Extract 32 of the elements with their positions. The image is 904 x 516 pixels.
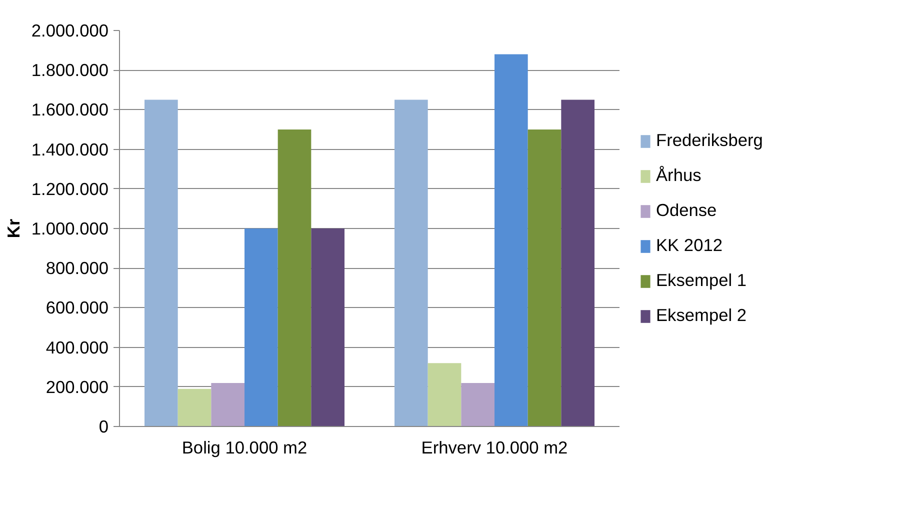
y-axis-title: Kr — [3, 218, 24, 238]
y-tick-label: 0 — [98, 416, 109, 436]
bar — [461, 382, 494, 426]
legend-label: KK 2012 — [656, 235, 722, 256]
y-tick-label: 800.000 — [46, 258, 109, 278]
legend-label: Eksempel 2 — [656, 305, 747, 326]
legend-label: Eksempel 1 — [656, 270, 747, 291]
y-tick-label: 1.400.000 — [31, 139, 109, 160]
y-tick-label: 1.200.000 — [31, 178, 109, 199]
y-tick-label: 400.000 — [46, 337, 109, 358]
legend-label: Frederiksberg — [656, 130, 763, 151]
bar — [144, 100, 178, 426]
x-tick-label: Erhverv 10.000 m2 — [421, 438, 568, 458]
bar — [494, 54, 528, 426]
bar — [428, 363, 462, 426]
bar — [244, 228, 278, 426]
legend-label: Odense — [656, 200, 717, 221]
bar — [528, 130, 562, 426]
y-tick-label: 1.800.000 — [31, 60, 109, 80]
x-tick-label: Bolig 10.000 m2 — [182, 438, 308, 458]
bar — [278, 130, 312, 426]
bar — [311, 228, 344, 426]
y-tick-label: 1.600.000 — [31, 100, 109, 120]
bar — [561, 100, 594, 426]
legend-label: Århus — [656, 165, 702, 186]
y-tick-label: 600.000 — [46, 298, 109, 318]
bar — [178, 388, 212, 426]
y-tick-label: 1.000.000 — [31, 218, 109, 238]
bar — [394, 100, 428, 426]
bar — [211, 382, 244, 426]
y-tick-label: 2.000.000 — [31, 20, 109, 40]
y-tick-label: 200.000 — [46, 376, 109, 397]
